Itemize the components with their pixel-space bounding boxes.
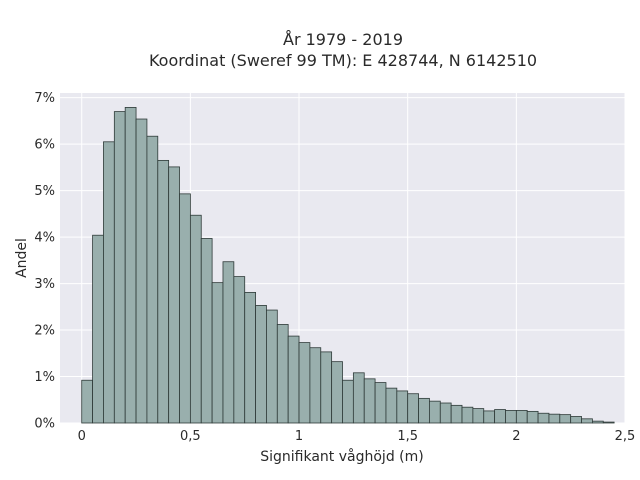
histogram-bar xyxy=(396,390,409,424)
x-tick-label: 1,5 xyxy=(397,429,418,444)
x-tick-label: 1 xyxy=(295,429,303,444)
histogram-bar xyxy=(124,107,137,424)
histogram-bar xyxy=(494,409,506,424)
chart-title-line-1: År 1979 - 2019 xyxy=(283,30,403,49)
histogram-bar xyxy=(570,416,582,424)
y-tick-label: 7% xyxy=(34,91,55,106)
histogram-bar xyxy=(135,118,148,424)
histogram-bar xyxy=(309,347,322,424)
x-axis-label: Signifikant våghöjd (m) xyxy=(260,448,423,465)
histogram-bar xyxy=(602,421,615,424)
histogram-bar xyxy=(592,420,604,424)
histogram-bar xyxy=(157,159,170,424)
histogram-bar xyxy=(548,413,561,424)
x-axis-ticks: 0 0,5 1 1,5 2 2,5 xyxy=(78,429,636,444)
histogram-bar xyxy=(461,406,474,424)
chart-title-line-2: Koordinat (Sweref 99 TM): E 428744, N 61… xyxy=(149,51,537,70)
histogram-bar xyxy=(483,410,496,424)
histogram-bars xyxy=(81,107,615,424)
histogram-bar xyxy=(505,410,517,424)
y-tick-label: 2% xyxy=(34,324,55,339)
histogram-bar xyxy=(211,282,224,424)
histogram-bar xyxy=(439,402,452,424)
histogram-bar xyxy=(200,238,213,424)
histogram-bar xyxy=(320,351,333,424)
x-tick-label: 2 xyxy=(512,429,520,444)
histogram-bar xyxy=(222,261,235,424)
histogram-bar xyxy=(526,410,539,424)
histogram-bar xyxy=(298,342,311,424)
histogram-bar xyxy=(81,379,93,424)
histogram-bar xyxy=(429,400,441,424)
histogram-bar xyxy=(266,309,278,424)
y-tick-label: 3% xyxy=(34,277,55,292)
histogram-bar xyxy=(189,214,202,424)
histogram-bar xyxy=(255,305,267,424)
histogram-bar xyxy=(352,372,365,424)
histogram-bar xyxy=(287,335,300,424)
x-tick-label: 0,5 xyxy=(180,429,201,444)
histogram-bar xyxy=(537,412,550,424)
histogram-bar xyxy=(374,382,387,424)
histogram-bar xyxy=(168,166,180,424)
histogram-bar xyxy=(233,276,246,424)
y-tick-label: 1% xyxy=(34,370,55,385)
histogram-bar xyxy=(385,387,398,424)
y-tick-label: 0% xyxy=(34,417,55,432)
histogram-bar xyxy=(515,410,528,424)
y-tick-label: 6% xyxy=(34,138,55,153)
y-axis-ticks: 0% 1% 2% 3% 4% 5% 6% 7% xyxy=(34,91,55,431)
histogram-bar xyxy=(244,291,256,424)
y-tick-label: 5% xyxy=(34,184,55,199)
histogram-bar xyxy=(363,378,376,424)
y-tick-label: 4% xyxy=(34,231,55,246)
histogram-bar xyxy=(179,193,191,424)
histogram-bar xyxy=(276,324,289,424)
histogram-bar xyxy=(146,135,159,424)
histogram-bar xyxy=(407,393,419,424)
histogram-bar xyxy=(559,414,572,424)
histogram-bar xyxy=(103,141,115,424)
histogram-bar xyxy=(331,361,343,424)
histogram-bar xyxy=(113,111,126,424)
y-axis-label: Andel xyxy=(14,238,30,278)
x-tick-label: 2,5 xyxy=(615,429,636,444)
histogram-bar xyxy=(450,404,463,424)
histogram-bar xyxy=(472,408,485,424)
histogram-bar xyxy=(92,234,104,424)
x-tick-label: 0 xyxy=(78,429,86,444)
histogram-bar xyxy=(342,379,354,424)
histogram-bar xyxy=(418,397,430,424)
histogram-bar xyxy=(581,418,593,424)
